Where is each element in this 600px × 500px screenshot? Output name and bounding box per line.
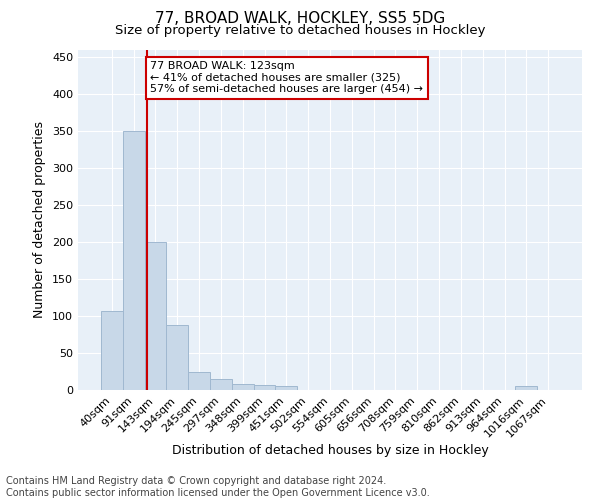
- Bar: [210, 379, 232, 390]
- Text: Contains HM Land Registry data © Crown copyright and database right 2024.
Contai: Contains HM Land Registry data © Crown c…: [6, 476, 430, 498]
- Bar: [515, 386, 537, 390]
- Bar: [145, 242, 166, 390]
- Text: 77 BROAD WALK: 123sqm
← 41% of detached houses are smaller (325)
57% of semi-det: 77 BROAD WALK: 123sqm ← 41% of detached …: [151, 61, 424, 94]
- Y-axis label: Number of detached properties: Number of detached properties: [34, 122, 46, 318]
- Bar: [166, 325, 188, 390]
- X-axis label: Distribution of detached houses by size in Hockley: Distribution of detached houses by size …: [172, 444, 488, 457]
- Bar: [275, 386, 297, 390]
- Bar: [232, 384, 254, 390]
- Bar: [123, 132, 145, 390]
- Bar: [101, 311, 123, 390]
- Bar: [188, 372, 210, 390]
- Bar: [254, 385, 275, 390]
- Text: 77, BROAD WALK, HOCKLEY, SS5 5DG: 77, BROAD WALK, HOCKLEY, SS5 5DG: [155, 11, 445, 26]
- Text: Size of property relative to detached houses in Hockley: Size of property relative to detached ho…: [115, 24, 485, 37]
